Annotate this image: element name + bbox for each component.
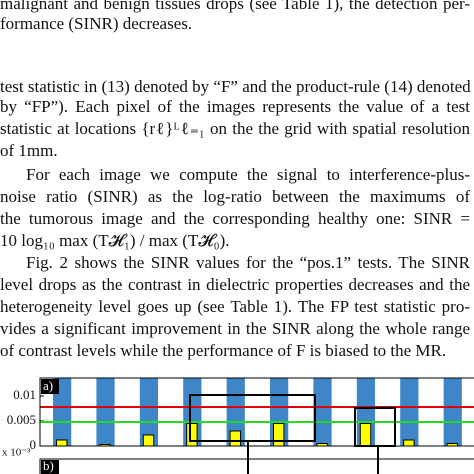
text-line: level drops as the contrast in dielectri… xyxy=(0,275,470,294)
bar xyxy=(142,434,155,447)
panel-frame xyxy=(39,377,474,447)
text-line: 10 log₁₀ max (T𝓗₁) / max (T𝓗₀). xyxy=(0,231,230,250)
bar xyxy=(403,439,415,447)
panel-label: b) xyxy=(43,458,54,473)
label-bg xyxy=(41,460,59,474)
bar xyxy=(359,423,372,447)
bar xyxy=(55,439,68,447)
stripe xyxy=(139,378,159,446)
stripe xyxy=(313,378,332,446)
text-line: formance (SINR) decreases. xyxy=(0,14,193,33)
text-line: heterogeneity level goes up (see Table 1… xyxy=(0,297,470,316)
text-line: test statistic in (13) denoted by “F” an… xyxy=(0,77,471,96)
stripe xyxy=(53,378,72,446)
text-line: malignant and benign tissues drops (see … xyxy=(0,0,470,13)
label-bg xyxy=(41,379,59,394)
text-line: For each image we compute the signal to … xyxy=(26,165,470,184)
text-line: of 1mm. xyxy=(0,141,58,160)
panel-frame xyxy=(39,458,474,474)
text-line: of contrast levels while the performance… xyxy=(0,341,447,360)
highlight-box xyxy=(189,394,316,442)
text-line: statistic at locations {rℓ}ᴸℓ₌₁ on the t… xyxy=(0,119,470,138)
text-line: noise ratio (SINR) as the log-ratio betw… xyxy=(0,187,470,206)
text-line: the tumorous image and the corresponding… xyxy=(0,209,470,228)
y-tick-label: 0 xyxy=(30,437,37,452)
text-line: Fig. 2 shows the SINR values for the “po… xyxy=(26,253,470,272)
panel-label: a) xyxy=(43,378,53,393)
stripe xyxy=(400,378,419,446)
text-line: vides a significant improvement in the S… xyxy=(0,319,470,338)
bar xyxy=(186,423,198,447)
exponent-label: x 10⁻³ xyxy=(2,447,31,459)
y-tick-label: 0.005 xyxy=(7,412,36,427)
stripe xyxy=(96,378,115,446)
y-tick-label: 0.01 xyxy=(13,387,36,402)
text-line: by “FP”). Each pixel of the images repre… xyxy=(0,97,470,116)
bar xyxy=(272,423,285,447)
bar xyxy=(229,430,242,447)
stripe xyxy=(443,378,462,446)
